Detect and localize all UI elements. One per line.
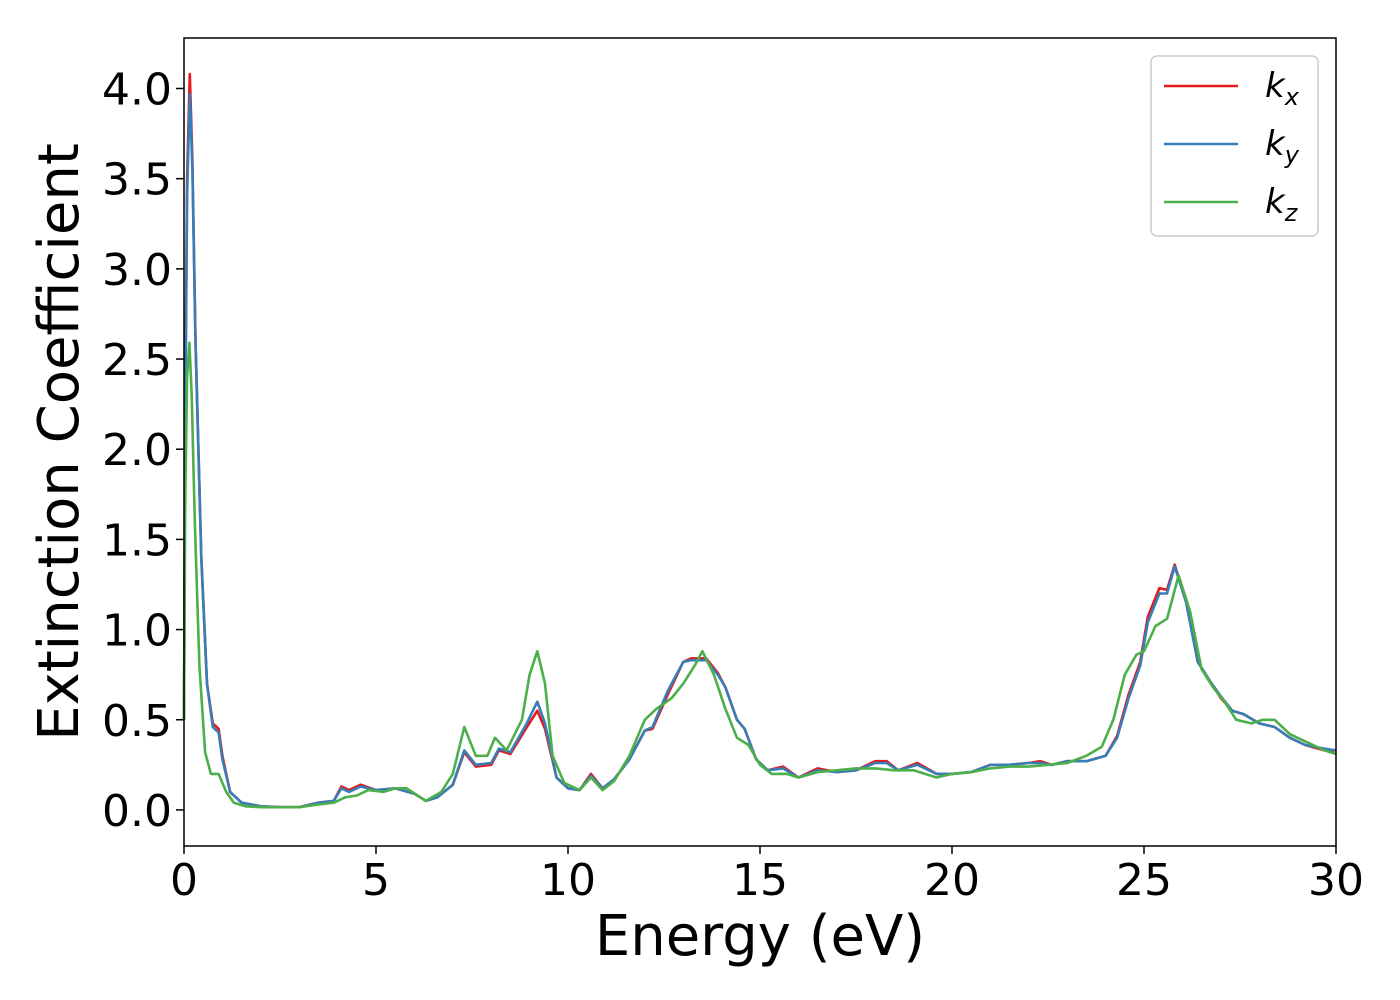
y-axis-ticks: 0.0 0.5 1.0 1.5 2.0 2.5 3.0 3.5 4.0 xyxy=(102,65,184,837)
y-tick-label: 0.0 xyxy=(102,786,172,837)
legend-label-k_z: kz xyxy=(1265,182,1299,227)
y-tick-label: 3.0 xyxy=(102,245,172,296)
x-tick-label: 15 xyxy=(732,855,788,906)
x-tick-label: 20 xyxy=(924,855,980,906)
x-axis-title: Energy (eV) xyxy=(595,904,925,969)
legend-box xyxy=(1150,55,1319,237)
y-tick-label: 1.0 xyxy=(102,606,172,657)
y-tick-label: 2.0 xyxy=(102,425,172,476)
x-tick-label: 30 xyxy=(1308,855,1364,906)
y-tick-label: 4.0 xyxy=(102,65,172,116)
y-axis-title: Extinction Coefficient xyxy=(27,143,92,741)
x-tick-label: 0 xyxy=(170,855,198,906)
legend-label-k_x: kx xyxy=(1265,66,1300,111)
y-tick-label: 3.5 xyxy=(102,155,172,206)
y-tick-label: 0.5 xyxy=(102,696,172,747)
x-tick-label: 10 xyxy=(540,855,596,906)
series-line-k_z xyxy=(182,341,1337,809)
x-axis-ticks: 0 5 10 15 20 25 30 xyxy=(170,846,1364,906)
y-tick-label: 1.5 xyxy=(102,515,172,566)
legend-label-k_y: ky xyxy=(1265,124,1300,169)
x-tick-label: 5 xyxy=(362,855,390,906)
legend: kx ky kz xyxy=(1150,55,1319,237)
x-tick-label: 25 xyxy=(1116,855,1172,906)
series-layer xyxy=(182,72,1337,809)
y-tick-label: 2.5 xyxy=(102,335,172,386)
